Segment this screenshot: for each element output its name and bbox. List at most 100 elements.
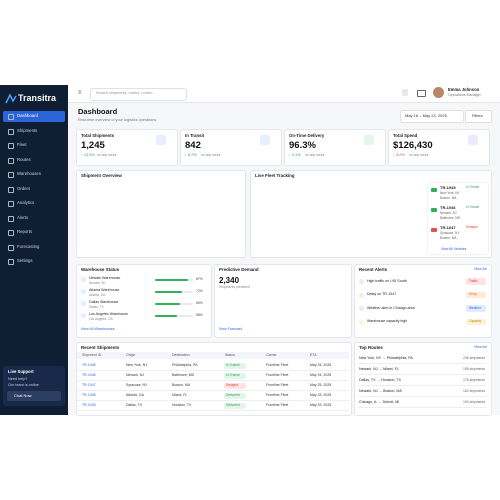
nav-item[interactable]: Settings bbox=[17, 258, 33, 263]
support-text: Need help? bbox=[8, 377, 28, 381]
cell: Boston, MA bbox=[172, 383, 191, 387]
search-placeholder[interactable]: Search shipments, orders, routes... bbox=[96, 90, 156, 95]
vehicle-to: Baltimore, MD bbox=[440, 216, 461, 220]
chat-button bbox=[7, 391, 61, 401]
alert-tag-label: Weather bbox=[469, 305, 481, 310]
filters-btn bbox=[465, 110, 492, 123]
capacity-bar bbox=[155, 315, 178, 317]
cell: May 24, 2025 bbox=[310, 363, 332, 367]
nav-item[interactable]: Routes bbox=[17, 156, 31, 162]
capacity-bar bbox=[155, 303, 180, 305]
cell: May 23, 2025 bbox=[310, 393, 332, 397]
cell: Houston, TX bbox=[172, 403, 192, 407]
vehicle-from: Syracuse, NY bbox=[440, 231, 460, 235]
vehicle-id: TR-1045 bbox=[440, 185, 456, 190]
avatar bbox=[433, 87, 444, 98]
kpi-change: ↑ 2.1% bbox=[289, 153, 301, 157]
date-range[interactable]: May 18 – May 24, 2025 bbox=[405, 112, 447, 118]
nav-item[interactable]: Reports bbox=[17, 229, 33, 234]
status: Delivered bbox=[226, 393, 240, 397]
card bbox=[76, 264, 212, 338]
view-link[interactable]: View All Vehicles bbox=[441, 247, 467, 251]
status: Delivered bbox=[226, 403, 240, 407]
status: Delayed bbox=[226, 383, 239, 387]
search-box bbox=[90, 88, 187, 101]
vehicle-id: TR-1047 bbox=[440, 225, 456, 230]
nav-item[interactable]: Alerts bbox=[17, 214, 28, 220]
kpi-value: 1,245 bbox=[81, 140, 105, 151]
alert-icon bbox=[359, 319, 364, 325]
card bbox=[354, 264, 492, 338]
nav-icon bbox=[8, 172, 14, 178]
cell[interactable]: TR-1048 bbox=[82, 393, 96, 397]
cell: Syracuse, NY bbox=[126, 383, 148, 387]
nav-item[interactable]: Orders bbox=[17, 185, 31, 191]
warehouse-name: Los Angeles Warehouse bbox=[89, 312, 128, 316]
alert-text: High traffic on I-95 South bbox=[367, 278, 407, 283]
nav-icon bbox=[8, 244, 14, 251]
kpi-note: vs last week bbox=[305, 153, 325, 157]
alert-tag bbox=[466, 318, 486, 325]
kpi-icon bbox=[364, 135, 374, 145]
kpi-change: ↑ 12.5% bbox=[81, 153, 95, 157]
page-title: Dashboard bbox=[78, 107, 118, 116]
column-header: Carrier bbox=[266, 353, 277, 357]
view-link[interactable]: View All bbox=[474, 267, 487, 271]
view-link[interactable]: View Forecast bbox=[219, 327, 242, 331]
cell: May 24, 2025 bbox=[310, 373, 332, 377]
route-count: 154 shipments bbox=[463, 400, 486, 404]
vehicle-from: Newark, NJ bbox=[440, 211, 457, 215]
kpi-value: 96.3% bbox=[289, 140, 316, 151]
cell: Frontline Fleet bbox=[266, 363, 289, 367]
status-pill bbox=[224, 392, 246, 399]
route-count: 198 shipments bbox=[463, 367, 486, 371]
chart-title: Shipment Overview bbox=[81, 173, 122, 178]
bell bbox=[402, 89, 408, 96]
alert-tag bbox=[466, 291, 486, 298]
route-count: 176 shipments bbox=[463, 378, 486, 382]
filters-label[interactable]: Filters bbox=[472, 112, 483, 118]
view-link[interactable]: View All Warehouses bbox=[81, 327, 115, 331]
alert-icon bbox=[359, 306, 364, 311]
alert-text: Warehouse capacity high bbox=[367, 319, 408, 323]
status-pill bbox=[224, 362, 246, 369]
user-role: Operations Manager bbox=[448, 93, 481, 97]
vehicle-id: TR-1046 bbox=[440, 205, 456, 210]
status: In Transit bbox=[226, 363, 240, 367]
demand-value: 2,340 bbox=[219, 276, 240, 285]
cell[interactable]: TR-1045 bbox=[82, 363, 96, 367]
cell[interactable]: TR-1046 bbox=[82, 373, 96, 377]
nav-item[interactable]: Fleet bbox=[17, 142, 27, 147]
kpi-value: 842 bbox=[185, 140, 201, 151]
alert-icon bbox=[359, 279, 364, 284]
kpi-change: ↓ 4.2% bbox=[393, 153, 405, 157]
capacity-label: 58% bbox=[196, 313, 203, 317]
vehicle-status: In Transit bbox=[466, 205, 480, 209]
cell: Frontline Fleet bbox=[266, 403, 289, 407]
route: New York, NY → Philadelphia, PA bbox=[359, 356, 413, 360]
view-link[interactable]: View All bbox=[474, 345, 487, 349]
alert-tag-label: Traffic bbox=[469, 278, 478, 283]
nav-item[interactable]: Warehouses bbox=[17, 171, 41, 176]
nav-item[interactable]: Shipments bbox=[17, 127, 38, 133]
cell[interactable]: TR-1047 bbox=[82, 383, 96, 387]
page-subtitle: Real-time overview of your logistics ope… bbox=[78, 118, 157, 122]
warehouse-city: Los Angeles, CA bbox=[89, 317, 113, 321]
cell[interactable]: TR-1049 bbox=[82, 403, 96, 407]
chat-button-label[interactable]: Chat Now bbox=[14, 393, 32, 398]
nav-item[interactable]: Dashboard bbox=[17, 113, 39, 118]
kpi-label: In Transit bbox=[185, 133, 205, 138]
nav-item[interactable]: Forecasting bbox=[17, 243, 40, 249]
vehicle-from: New York, NY bbox=[440, 191, 460, 195]
alert-icon bbox=[359, 292, 364, 298]
warehouse-icon bbox=[81, 277, 86, 282]
nav-item[interactable]: Analytics bbox=[17, 200, 35, 205]
mail bbox=[417, 90, 426, 97]
date-picker bbox=[400, 110, 464, 123]
route-count: 162 shipments bbox=[463, 389, 486, 393]
cell: Miami, FL bbox=[172, 393, 188, 397]
cell: Frontline Fleet bbox=[266, 383, 289, 387]
status-pill bbox=[224, 382, 246, 389]
nav-icon bbox=[8, 259, 14, 265]
column-header: Origin bbox=[126, 353, 136, 357]
